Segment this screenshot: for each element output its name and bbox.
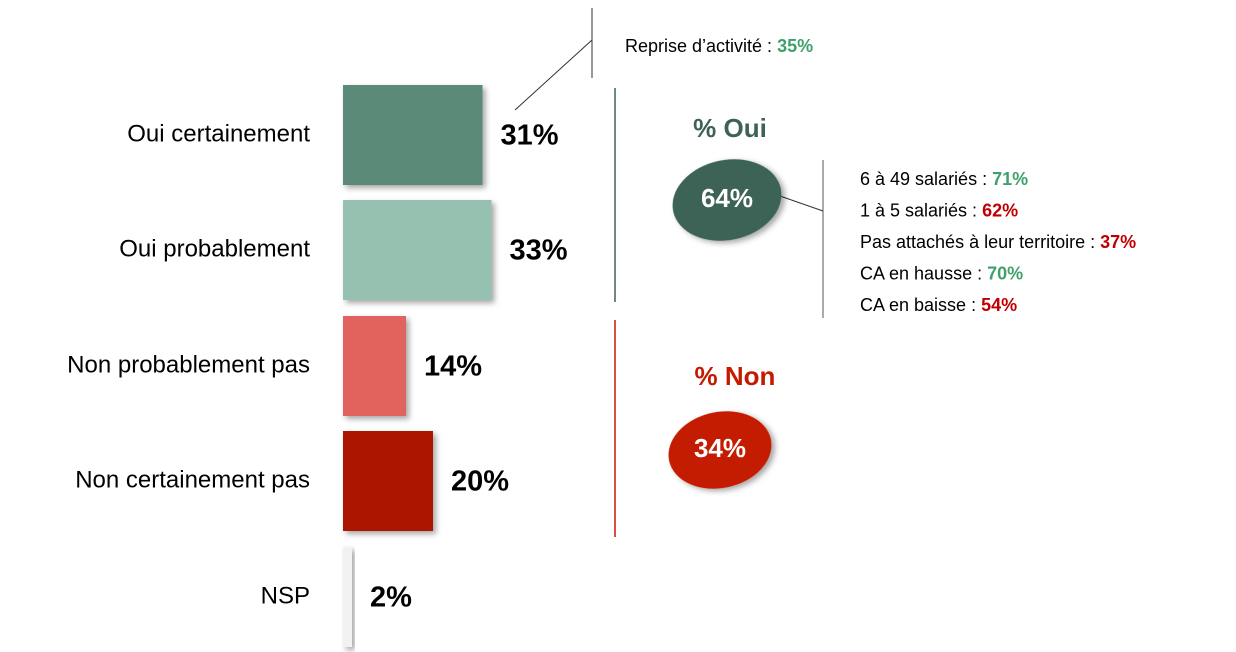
- detail-value: 37%: [1100, 232, 1136, 252]
- group-bubble: [668, 411, 772, 489]
- bar: [343, 316, 406, 416]
- category-label: Non certainement pas: [75, 466, 310, 493]
- detail: 6 à 49 salariés : 71%: [860, 169, 1028, 189]
- detail-text: CA en baisse :: [860, 295, 981, 315]
- group-bubble: [672, 159, 782, 241]
- detail-value: 62%: [982, 200, 1018, 220]
- category-label: NSP: [261, 582, 310, 609]
- value-label: 31%: [501, 120, 559, 152]
- annotation-text: Reprise d’activité :: [625, 36, 777, 56]
- annotation-value: 35%: [777, 36, 813, 56]
- detail-value: 70%: [987, 263, 1023, 283]
- bar: [343, 85, 483, 185]
- value-label: 20%: [451, 466, 509, 498]
- detail: 1 à 5 salariés : 62%: [860, 200, 1018, 220]
- detail-value: 54%: [981, 295, 1017, 315]
- bar: [343, 200, 492, 300]
- bar: [343, 431, 433, 531]
- detail: CA en baisse : 54%: [860, 295, 1017, 315]
- detail-text: CA en hausse :: [860, 263, 987, 283]
- detail: Pas attachés à leur territoire : 37%: [860, 232, 1136, 252]
- group-value: 64%: [701, 183, 753, 213]
- detail-text: 1 à 5 salariés :: [860, 200, 982, 220]
- category-label: Oui certainement: [127, 120, 310, 147]
- bar: [343, 547, 352, 647]
- detail-text: 6 à 49 salariés :: [860, 169, 992, 189]
- group-name: % Non: [695, 361, 776, 391]
- value-label: 14%: [424, 351, 482, 383]
- category-label: Oui probablement: [119, 235, 310, 262]
- callout-line: [514, 39, 593, 111]
- value-label: 2%: [370, 582, 412, 614]
- detail: CA en hausse : 70%: [860, 263, 1023, 283]
- detail-value: 71%: [992, 169, 1028, 189]
- annotation: Reprise d’activité : 35%: [625, 36, 813, 56]
- value-label: 33%: [510, 235, 568, 267]
- group-value: 34%: [694, 433, 746, 463]
- group-name: % Oui: [693, 113, 767, 143]
- detail-connector: [779, 195, 824, 212]
- category-label: Non probablement pas: [67, 351, 310, 378]
- detail-text: Pas attachés à leur territoire :: [860, 232, 1100, 252]
